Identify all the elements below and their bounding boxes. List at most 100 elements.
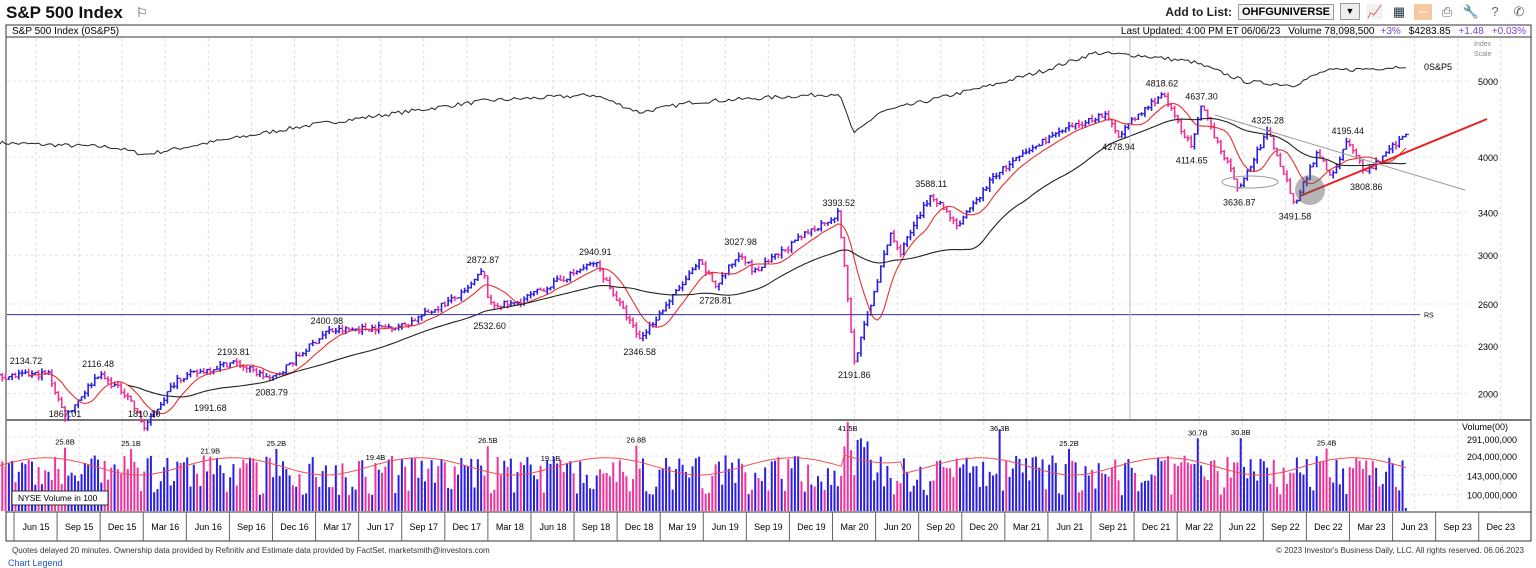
price-bar (761, 266, 765, 272)
price-bar (1312, 162, 1317, 168)
price-bar (1091, 114, 1096, 123)
price-bar (120, 382, 125, 395)
x-tick-label: Mar 17 (324, 522, 352, 532)
layout-icon[interactable]: ▦ (1392, 3, 1406, 19)
price-bar (979, 196, 983, 203)
price-bar (1259, 144, 1264, 151)
price-bar (457, 297, 462, 299)
price-bar (1296, 199, 1300, 204)
price-bar (70, 410, 75, 412)
price-bar (311, 339, 316, 347)
price-bar (675, 288, 679, 296)
price-bar (833, 217, 838, 224)
price-bar (906, 235, 911, 248)
price-label: 3027.98 (724, 237, 757, 247)
chevron-down-icon[interactable]: ▼ (1340, 3, 1360, 20)
chart-legend-link[interactable]: Chart Legend (8, 558, 63, 568)
x-tick-label: Mar 18 (496, 522, 524, 532)
price-bar (645, 329, 650, 339)
price-bar (800, 234, 805, 241)
price-bar (1, 373, 6, 382)
price-bar (1345, 137, 1350, 150)
price-bar (265, 373, 270, 378)
price-bar (477, 273, 481, 282)
flag-icon[interactable]: ⚐ (136, 5, 148, 20)
overlay-icon[interactable]: ∽ (1414, 3, 1432, 20)
list-select[interactable]: OHFGUNIVERSE (1237, 3, 1334, 20)
price-bar (1282, 165, 1287, 175)
price-bar (622, 300, 627, 310)
price-bar (434, 309, 438, 313)
price-bar (1315, 150, 1320, 168)
price-bar (807, 229, 812, 235)
security-name: S&P 500 Index (0S&P5) (12, 26, 119, 37)
price-bar (1134, 117, 1139, 122)
price-bar (1203, 105, 1208, 112)
price-bar (302, 351, 306, 357)
price-bar (107, 376, 111, 384)
x-tick-label: Dec 23 (1486, 522, 1515, 532)
price-bar (628, 315, 633, 325)
price-bar (955, 218, 960, 230)
price-bar (757, 266, 762, 272)
price-bar (936, 198, 940, 207)
price-bar (704, 261, 709, 276)
price-bar (1061, 129, 1066, 134)
price-bar (794, 239, 798, 243)
price-bar (972, 200, 977, 212)
price-bar (1279, 152, 1284, 168)
price-bar (602, 267, 607, 283)
price-bar (939, 201, 944, 205)
price-bar (830, 217, 835, 225)
price-bar (615, 290, 620, 302)
price-bar (1078, 119, 1082, 129)
price-bar (853, 328, 858, 365)
chart-icon[interactable]: 📈 (1366, 3, 1384, 19)
price-bar (146, 420, 151, 431)
x-tick-label: Jun 22 (1229, 522, 1256, 532)
price-bar (764, 257, 769, 268)
x-tick-label: Mar 23 (1357, 522, 1385, 532)
footer-copyright: © 2023 Investor's Business Daily, LLC. A… (1276, 546, 1524, 555)
volume-peak-label: 30.7B (1188, 428, 1208, 437)
x-tick-label: Sep 22 (1271, 522, 1300, 532)
price-bar (60, 396, 65, 409)
x-tick-label: Jun 21 (1056, 522, 1083, 532)
x-tick-label: Jun 18 (539, 522, 566, 532)
price-bar (787, 246, 792, 254)
y-tick-label: 5000 (1478, 77, 1498, 87)
price-bar (216, 365, 220, 370)
price-bar (1157, 96, 1162, 104)
price-bar (381, 325, 386, 328)
price-label: 2134.72 (10, 356, 43, 366)
y-axis-title-2: Scale (1474, 51, 1492, 58)
price-label: 1991.68 (194, 403, 227, 413)
wrench-icon[interactable]: 🔧 (1462, 3, 1480, 19)
price-bar (691, 267, 696, 275)
price-bar (1035, 145, 1039, 150)
price-bar (1190, 135, 1195, 149)
price-bar (453, 295, 458, 302)
price-label: 2400.98 (311, 316, 344, 326)
volume-peak-label: 36.3B (990, 424, 1010, 433)
print-icon[interactable]: ⎙ (1441, 3, 1453, 19)
price-bar (14, 372, 19, 379)
price-bar (1388, 145, 1393, 154)
price-bar (486, 275, 491, 299)
price-bar (1058, 127, 1063, 137)
price-bar (24, 369, 29, 375)
phone-icon[interactable]: ✆ (1513, 3, 1525, 19)
price-bar (483, 271, 488, 279)
comparison-label: 0S&P5 (1424, 62, 1452, 72)
price-bar (1395, 140, 1399, 150)
help-icon[interactable]: ? (1491, 4, 1499, 19)
price-bar (1124, 124, 1129, 139)
moving-average-40-week (127, 117, 1406, 398)
price-bar (100, 371, 105, 380)
x-tick-label: Mar 19 (668, 522, 696, 532)
price-bar (751, 259, 755, 275)
price-bar (54, 381, 59, 395)
volume-peak-label: 25.4B (1317, 438, 1337, 447)
price-bar (536, 288, 541, 295)
volume-peak-label: 25.8B (55, 438, 75, 447)
